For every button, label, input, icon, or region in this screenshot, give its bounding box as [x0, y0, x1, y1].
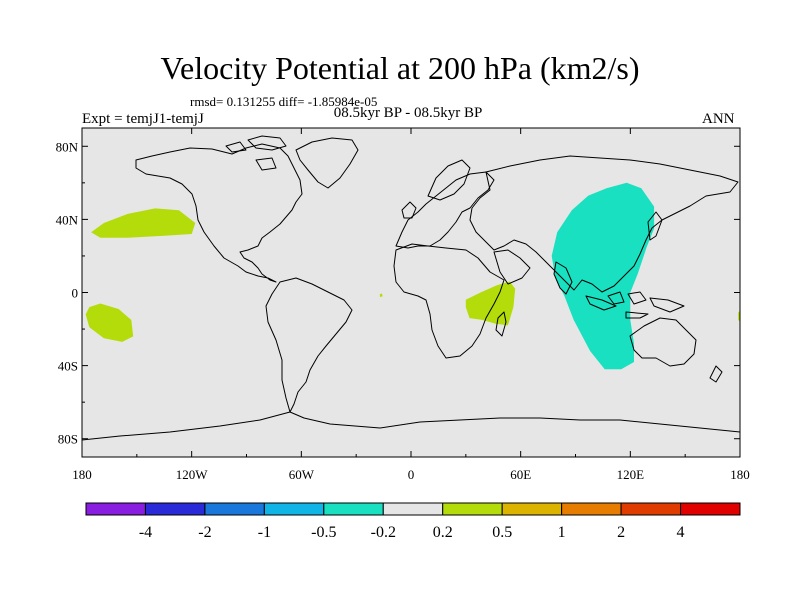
colorbar-swatch	[442, 502, 503, 516]
colorbar-swatch	[382, 502, 444, 516]
coast-greenland	[295, 137, 359, 189]
plot-title: Velocity Potential at 200 hPa (km2/s)	[160, 50, 640, 86]
coast-north-america	[135, 143, 303, 283]
x-tick-label: 120E	[617, 467, 645, 482]
region-north-pacific-positive	[91, 208, 196, 238]
contour-regions	[85, 182, 740, 370]
map-background	[82, 128, 740, 457]
region-asia-indian-ocean-negative	[551, 182, 655, 370]
colorbar-swatch	[501, 502, 563, 516]
colorbar-label: -1	[258, 524, 271, 541]
colorbar-swatch	[144, 502, 206, 516]
y-tick-label: 80N	[56, 139, 79, 154]
coast-maritime-continent	[585, 291, 685, 319]
colorbar-swatch	[620, 502, 682, 516]
colorbar-label: 0.2	[433, 524, 453, 541]
colorbar-label: -4	[139, 524, 152, 541]
x-tick-label: 0	[408, 467, 415, 482]
region-south-pacific-positive	[85, 303, 134, 342]
coast-india	[553, 261, 573, 295]
coastlines	[82, 135, 740, 441]
x-tick-label: 60E	[510, 467, 531, 482]
coast-africa	[393, 243, 505, 359]
period-line: 08.5kyr BP - 08.5kyr BP	[333, 105, 483, 121]
stats-line: rmsd= 0.131255 diff= -1.85984e-05	[190, 94, 378, 109]
colorbar-label: 4	[677, 524, 685, 541]
colorbar-label: -2	[198, 524, 211, 541]
coast-japan	[647, 211, 663, 241]
x-tick-label: 60W	[289, 467, 315, 482]
colorbar-swatch	[680, 502, 741, 516]
colorbar-label: -0.2	[371, 524, 396, 541]
region-atlantic-speck	[379, 293, 383, 298]
colorbar-swatch	[263, 502, 325, 516]
x-tick-label: 180	[72, 467, 92, 482]
y-tick-label: 80S	[58, 432, 78, 447]
coast-madagascar	[495, 311, 507, 337]
colorbar-swatch	[204, 502, 265, 516]
coast-south-america	[265, 277, 353, 413]
coast-australia	[629, 317, 697, 367]
y-tick-label: 40S	[58, 359, 78, 374]
colorbar: -4 -2 -1 -0.5 -0.2 0.2 0.5 1 2 4	[85, 502, 741, 541]
y-tick-label: 40N	[56, 212, 79, 227]
coast-asia	[469, 155, 739, 293]
coast-europe	[395, 171, 495, 249]
colorbar-swatch	[561, 502, 622, 516]
axis-ticks	[81, 128, 741, 457]
colorbar-swatch	[323, 502, 384, 516]
coast-scandinavia	[401, 159, 471, 219]
colorbar-swatch	[85, 502, 146, 516]
axis-tick-labels: 180 120W 60W 0 60E 120E 180 80N 40N 0 40S 80S	[56, 139, 750, 482]
colorbar-label: 0.5	[492, 524, 512, 541]
coast-arabia	[493, 249, 531, 285]
y-tick-label: 0	[72, 286, 79, 301]
colorbar-label: 2	[617, 524, 625, 541]
colorbar-label: 1	[558, 524, 566, 541]
colorbar-label: -0.5	[311, 524, 336, 541]
season-label: ANN	[702, 111, 735, 127]
region-east-africa-positive	[465, 281, 516, 326]
experiment-label: Expt = temjJ1-temjJ	[82, 111, 204, 127]
x-tick-label: 180	[730, 467, 750, 482]
coast-antarctica	[82, 411, 740, 441]
coast-arctic-islands	[225, 135, 287, 171]
x-tick-label: 120W	[176, 467, 209, 482]
coast-new-zealand	[709, 365, 723, 383]
